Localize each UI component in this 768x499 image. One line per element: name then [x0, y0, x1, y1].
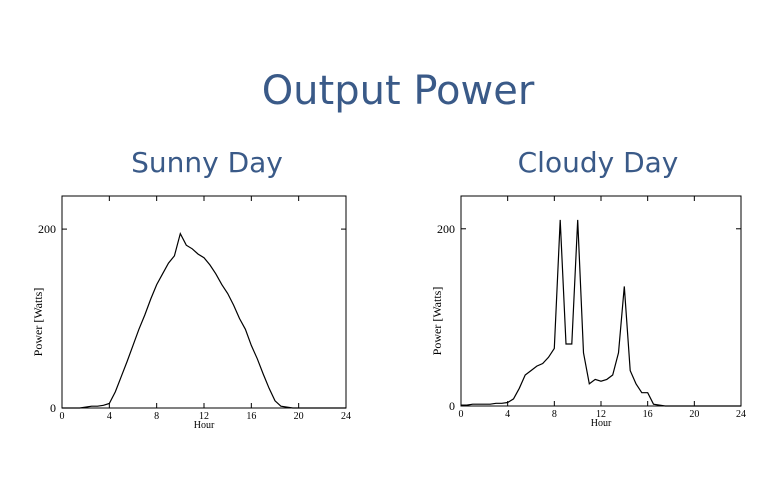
- x-tick-label: 0: [459, 409, 464, 420]
- x-tick-label: 24: [736, 409, 746, 420]
- y-axis-label: Power [Watts]: [430, 287, 444, 356]
- x-tick-label: 12: [199, 411, 209, 422]
- x-tick-label: 4: [505, 409, 510, 420]
- x-tick-label: 4: [107, 411, 112, 422]
- x-axis-label: Hour: [194, 420, 215, 431]
- x-tick-label: 16: [643, 409, 653, 420]
- x-tick-label: 20: [294, 411, 304, 422]
- page-title: Output Power: [262, 68, 535, 114]
- y-tick-label: 200: [38, 222, 56, 236]
- x-tick-label: 24: [341, 411, 351, 422]
- y-tick-label: 0: [449, 399, 455, 413]
- x-tick-label: 8: [552, 409, 557, 420]
- y-tick-label: 0: [50, 401, 56, 415]
- x-tick-label: 0: [60, 411, 65, 422]
- y-tick-label: 200: [437, 222, 455, 236]
- chart-title: Cloudy Day: [518, 146, 679, 179]
- data-line: [461, 219, 741, 407]
- plot-frame: [61, 195, 347, 409]
- plot-frame: [460, 195, 742, 407]
- y-axis-label: Power [Watts]: [31, 288, 45, 357]
- data-line: [62, 231, 346, 409]
- x-tick-label: 16: [246, 411, 256, 422]
- chart-title: Sunny Day: [131, 146, 283, 179]
- x-axis-label: Hour: [591, 418, 612, 429]
- x-tick-label: 8: [154, 411, 159, 422]
- x-tick-label: 20: [689, 409, 699, 420]
- x-tick-label: 12: [596, 409, 606, 420]
